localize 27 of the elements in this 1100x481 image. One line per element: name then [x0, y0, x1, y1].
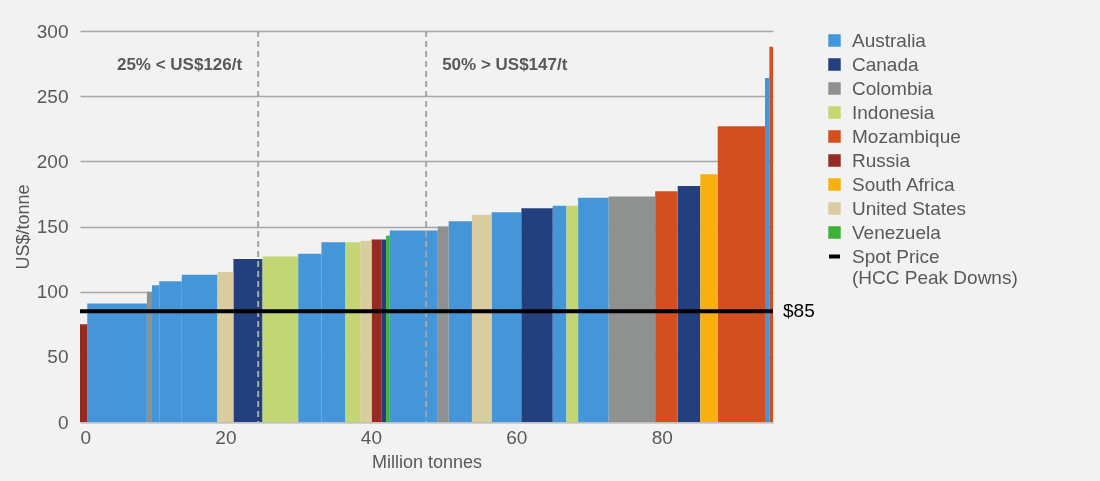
y-tick-label: 150: [36, 216, 69, 237]
legend-label: South Africa: [852, 173, 955, 195]
legend-label: Venezuela: [852, 221, 942, 243]
legend-label: United States: [852, 197, 967, 219]
legend-label: Russia: [852, 149, 911, 171]
y-tick-label: 300: [36, 20, 69, 42]
y-tick-label: 100: [36, 281, 69, 303]
x-tick-label: 80: [651, 426, 673, 448]
x-tick-label: 60: [506, 426, 528, 448]
legend-label: Colombia: [852, 77, 933, 99]
legend-label: Canada: [852, 53, 919, 75]
annotation: $85: [783, 300, 815, 322]
ref-line-label: 25% < US$126/t: [116, 55, 243, 74]
legend-label: Australia: [852, 29, 927, 51]
x-tick-label: 20: [215, 426, 237, 448]
x-tick-label: 0: [80, 426, 92, 448]
y-tick-label: 250: [36, 85, 69, 107]
legend-label: Spot Price (HCC Peak Downs): [852, 245, 1018, 288]
y-axis-title: US$/tonne: [12, 184, 33, 270]
legend-label: Mozambique: [852, 125, 961, 147]
ref-line-label: 50% > US$147/t: [442, 55, 568, 74]
x-tick-label: 40: [360, 426, 382, 448]
y-tick-label: 50: [47, 346, 69, 368]
x-axis-title: Million tonnes: [371, 451, 483, 472]
y-tick-label: 200: [36, 150, 69, 172]
legend-label: Indonesia: [852, 101, 935, 123]
y-tick-label: 0: [57, 411, 69, 433]
